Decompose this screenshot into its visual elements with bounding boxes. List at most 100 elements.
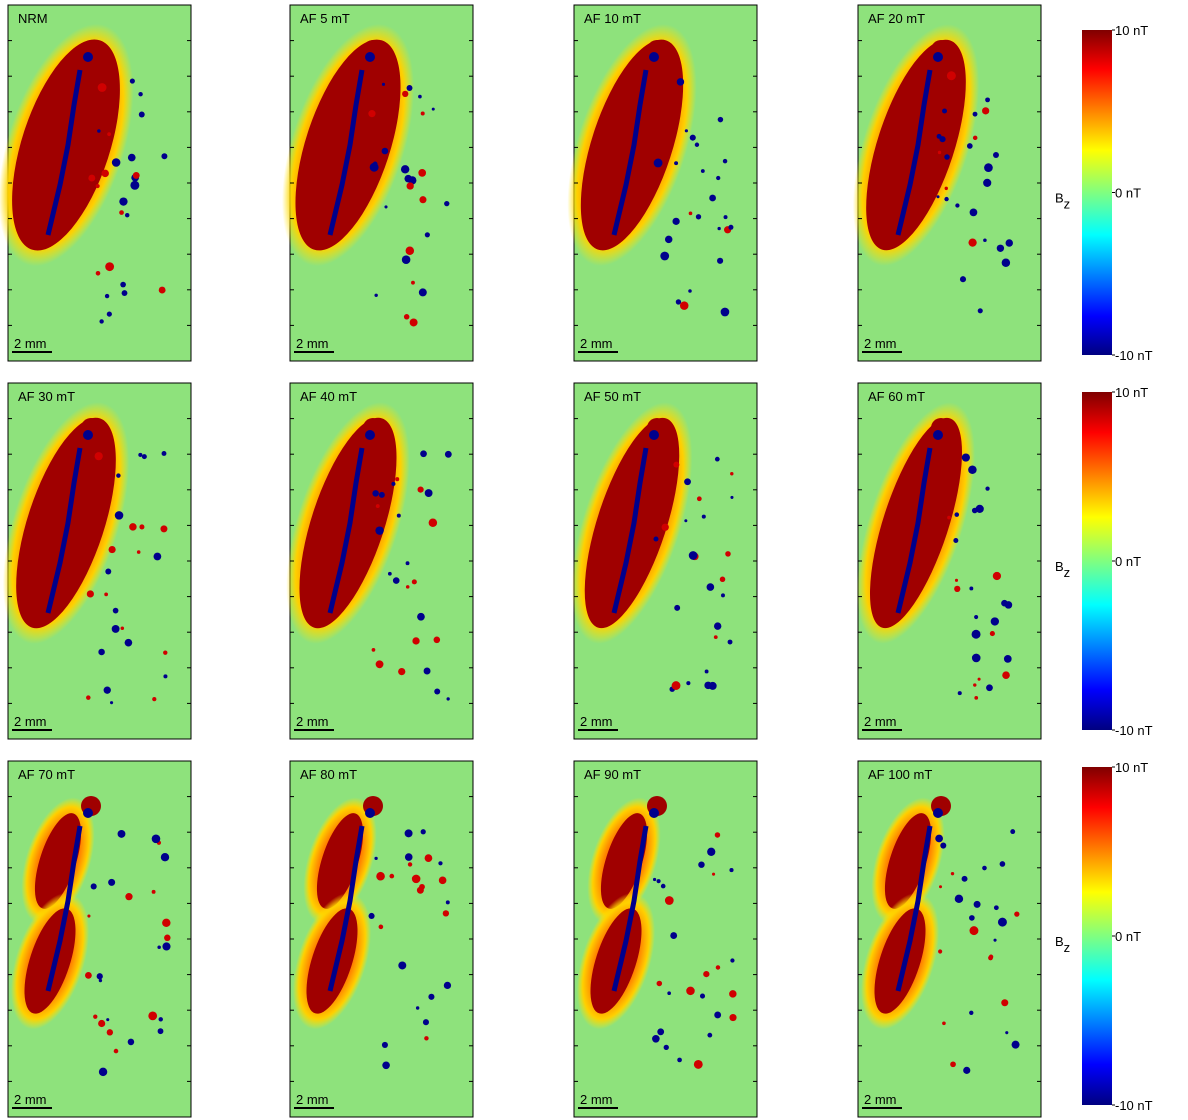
dipole-spot <box>138 111 145 118</box>
dipole-spot <box>93 1014 98 1019</box>
dipole-spot <box>730 472 734 476</box>
dipole-spot <box>443 981 452 990</box>
dipole-spot <box>442 910 450 917</box>
panel-label: AF 40 mT <box>300 389 357 404</box>
dipole-spot <box>688 289 692 293</box>
colorbar-title: Bz <box>1055 559 1070 580</box>
dipole-spot <box>986 684 993 692</box>
dipole-spot <box>434 688 441 695</box>
dipole-spot <box>97 83 107 92</box>
dipole-spot <box>993 938 997 942</box>
dipole-spot <box>106 1029 114 1036</box>
dipole-spot <box>972 135 978 141</box>
dipole-spot <box>381 82 386 86</box>
dipole-spot <box>138 91 143 97</box>
dipole-spot <box>939 136 946 143</box>
dipole-spot <box>433 636 441 644</box>
colorbar-tick-label: 10 nT <box>1115 23 1148 38</box>
map-panel: AF 90 mT 2 mm <box>573 760 758 1118</box>
panel-label: AF 90 mT <box>584 767 641 782</box>
dipole-spot <box>664 896 674 905</box>
dipole-spot <box>676 78 685 86</box>
dipole-spot <box>670 932 678 940</box>
colorbar-tick-label: 0 nT <box>1115 929 1141 944</box>
dipole-spot <box>993 905 999 911</box>
dipole-spot <box>944 154 950 160</box>
dipole-spot <box>158 286 166 294</box>
dipole-spot <box>151 834 161 844</box>
dipole-spot <box>417 612 425 621</box>
scale-bar-label: 2 mm <box>864 336 897 351</box>
dipole-spot <box>139 524 145 530</box>
dipole-spot <box>688 211 693 216</box>
dipole-negative <box>365 430 375 440</box>
dipole-spot <box>382 1061 390 1070</box>
colorbar-tick-label: 0 nT <box>1115 186 1141 201</box>
dipole-spot <box>106 311 112 317</box>
dipole-spot <box>417 486 424 493</box>
dipole-spot <box>992 571 1002 581</box>
dipole-spot <box>401 255 411 265</box>
dipole-spot <box>988 954 994 960</box>
field-negative-spine <box>45 69 83 236</box>
dipole-spot <box>974 695 979 700</box>
scale-bar-label: 2 mm <box>296 1092 329 1107</box>
map-panel: AF 70 mT 2 mm <box>7 760 192 1118</box>
panel-label: AF 30 mT <box>18 389 75 404</box>
field-positive <box>316 813 364 909</box>
dipole-spot <box>117 829 126 838</box>
dipole-spot <box>684 519 688 523</box>
field-negative-spine <box>611 825 649 992</box>
dipole-spot <box>125 212 130 218</box>
dipole-spot <box>957 691 962 696</box>
dipole-spot <box>403 314 410 320</box>
dipole-spot <box>407 862 413 867</box>
dipole-spot <box>999 861 1006 867</box>
dipole-spot <box>374 293 378 297</box>
dipole-spot <box>85 971 92 979</box>
dipole-spot <box>989 631 995 637</box>
map-panel: NRM 2 mm <box>0 4 192 362</box>
dipole-spot <box>706 583 715 591</box>
dipole-spot <box>969 915 975 921</box>
dipole-spot <box>125 893 133 901</box>
dipole-spot <box>966 143 973 149</box>
dipole-spot <box>971 629 981 639</box>
dipole-spot <box>728 224 734 230</box>
dipole-spot <box>160 853 170 862</box>
scale-bar-label: 2 mm <box>864 1092 897 1107</box>
dipole-spot <box>98 1067 108 1077</box>
dipole-spot <box>444 200 450 207</box>
colorbar-title: Bz <box>1055 191 1070 212</box>
dipole-spot <box>111 158 121 167</box>
dipole-spot <box>996 244 1005 252</box>
dipole-spot <box>660 251 670 261</box>
colorbar-tick-label: -10 nT <box>1115 723 1153 738</box>
colorbar-gradient <box>1082 767 1112 1105</box>
dipole-negative <box>365 808 375 818</box>
dipole-spot <box>974 614 979 620</box>
dipole-spot <box>679 301 689 310</box>
dipole-spot <box>714 1011 722 1019</box>
dipole-spot <box>667 991 671 996</box>
dipole-spot <box>86 590 94 598</box>
panel-label: NRM <box>18 11 48 26</box>
colorbar-tick-label: -10 nT <box>1115 1098 1153 1113</box>
map-panel: AF 50 mT 2 mm <box>571 382 758 740</box>
dipole-spot <box>420 829 426 835</box>
dipole-spot <box>104 293 110 299</box>
panel-label: AF 10 mT <box>584 11 641 26</box>
dipole-spot <box>381 1041 388 1048</box>
dipole-spot <box>713 635 718 640</box>
dipole-spot <box>98 648 105 656</box>
dipole-spot <box>418 94 422 99</box>
dipole-spot <box>420 450 427 458</box>
dipole-spot <box>714 832 721 838</box>
dipole-spot <box>438 876 447 885</box>
dipole-spot <box>129 78 135 84</box>
dipole-spot <box>376 871 385 881</box>
dipole-spot <box>701 514 706 519</box>
dipole-spot <box>119 210 124 215</box>
dipole-spot <box>699 993 706 999</box>
dipole-spot <box>722 158 728 164</box>
